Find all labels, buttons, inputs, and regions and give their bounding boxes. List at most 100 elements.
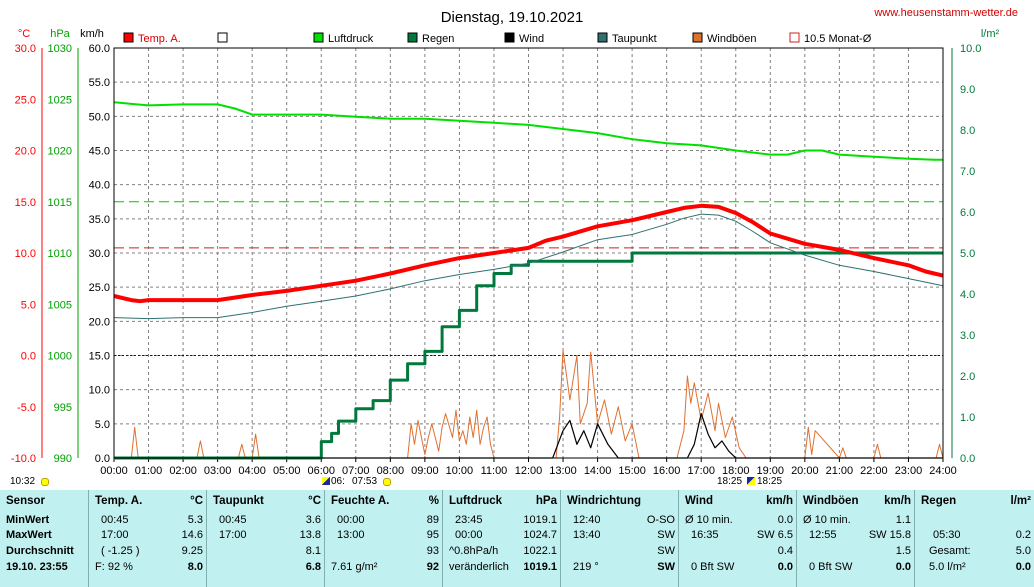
temp-axis-tick: 0.0 [21, 351, 36, 363]
min-time: 00:45 [219, 514, 247, 526]
pressure-axis-tick: 1025 [48, 94, 72, 106]
avg-value: 5.0 [1015, 545, 1031, 557]
dewpoint-line [113, 213, 944, 320]
row-label-current: 19.10. 23:55 [6, 561, 68, 573]
x-tick-label: 17:00 [687, 465, 715, 477]
avg-value: 0.4 [777, 545, 793, 557]
wind-axis-tick: 20.0 [89, 316, 110, 328]
row-label-max: MaxWert [6, 529, 52, 541]
avg-value: 93 [426, 545, 439, 557]
wind-axis-tick: 55.0 [89, 77, 110, 89]
avg-value: SW [657, 545, 675, 557]
legend-swatch [504, 32, 515, 43]
min-time: 23:45 [455, 514, 483, 526]
x-tick-label: 15:00 [618, 465, 646, 477]
max-time: 00:00 [455, 529, 483, 541]
current-value: 92 [426, 561, 439, 573]
current-note: 219 ° [573, 561, 599, 573]
legend-label: Luftdruck [328, 33, 374, 45]
temp-axis-tick: 25.0 [15, 94, 36, 106]
legend-label: Taupunkt [612, 33, 657, 45]
col-humidity: Feuchte A.% 00:00 89 13:00 95 93 7.61 g/m²… [324, 490, 443, 587]
temp-axis-tick: 10.0 [15, 248, 36, 260]
pressure-line [113, 101, 943, 161]
col-temp: Temp. A. °C 00:45 5.3 17:00 14.6 ( -1.25 ) 9… [88, 490, 207, 587]
temp-axis-tick: 30.0 [15, 43, 36, 55]
col-header: Luftdruck [449, 495, 503, 507]
wind-axis-tick: 60.0 [89, 43, 110, 55]
min-value: O-SO [646, 514, 675, 526]
col-header: Wind [685, 495, 713, 507]
avg-value: 9.25 [181, 545, 203, 557]
current-value: 0.0 [777, 561, 793, 573]
min-time: Ø 10 min. [685, 514, 733, 526]
row-label-avg: Durchschnitt [6, 545, 74, 557]
x-tick-label: 19:00 [757, 465, 785, 477]
sunrise-time-label: 07:53 [352, 476, 378, 487]
temperature-line [113, 203, 944, 304]
website-label: www.heusenstamm-wetter.de [873, 7, 1018, 19]
rain-axis-tick: 7.0 [960, 166, 975, 178]
x-tick-label: 11:00 [481, 465, 508, 477]
x-tick-label: 10:00 [446, 465, 474, 477]
x-tick-label: 08:00 [377, 465, 405, 477]
temp-axis-tick: 20.0 [15, 146, 36, 158]
col-header: Windböen [803, 495, 859, 507]
max-value: SW [657, 529, 675, 541]
x-tick-label: 14:00 [584, 465, 612, 477]
x-tick-label: 03:00 [204, 465, 232, 477]
pressure-axis-tick: 1030 [48, 43, 72, 55]
col-unit: °C [190, 495, 203, 507]
pressure-axis-tick: 1010 [48, 248, 72, 260]
max-value: 0.2 [1015, 529, 1031, 541]
current-value: SW [657, 561, 675, 573]
x-tick-label: 02:00 [169, 465, 197, 477]
pressure-axis-tick: 995 [54, 402, 72, 414]
current-value: 8.0 [187, 561, 203, 573]
max-time: 17:00 [101, 529, 129, 541]
temp-axis-tick: 15.0 [15, 197, 36, 209]
pressure-axis-tick: 1020 [48, 146, 72, 158]
sunrise-icon [322, 477, 330, 485]
avg-note: ( -1.25 ) [101, 545, 140, 557]
col-unit: % [428, 495, 439, 507]
min-value: 3.6 [305, 514, 321, 526]
rain-axis-tick: 3.0 [960, 330, 975, 342]
col-sensor: Sensor MinWert MaxWert Durchschnitt 19.1… [0, 490, 88, 587]
legend-label: Windböen [707, 33, 757, 45]
chart-title: Dienstag, 19.10.2021 [441, 9, 584, 26]
max-value: 95 [426, 529, 439, 541]
pressure-axis-tick: 1005 [48, 299, 72, 311]
col-unit: °C [308, 495, 321, 507]
rain-axis-tick: 6.0 [960, 207, 975, 219]
min-time: Ø 10 min. [803, 514, 851, 526]
col-unit: km/h [884, 495, 911, 507]
wind-axis-tick: 10.0 [89, 385, 110, 397]
rain-axis-tick: 4.0 [960, 289, 975, 301]
x-tick-label: 18:00 [722, 465, 750, 477]
avg-value: 8.1 [305, 545, 321, 557]
legend-label: Regen [422, 33, 454, 45]
x-tick-label: 21:00 [826, 465, 854, 477]
legend-swatch [217, 32, 228, 43]
min-value: 1.1 [895, 514, 911, 526]
min-value: 1019.1 [523, 514, 557, 526]
wind-axis-tick: 15.0 [89, 351, 110, 363]
current-note: 5.0 l/m² [929, 561, 966, 573]
legend-swatch [692, 32, 703, 43]
current-note: 0 Bft SW [691, 561, 735, 573]
wind-axis-tick: 40.0 [89, 180, 110, 192]
x-tick-label: 16:00 [653, 465, 681, 477]
max-time: 16:35 [691, 529, 719, 541]
row-label-min: MinWert [6, 514, 50, 526]
rain-axis-tick: 0.0 [960, 453, 975, 465]
current-value: 0.0 [895, 561, 911, 573]
max-time: 05:30 [933, 529, 961, 541]
rain-axis-unit: l/m² [981, 28, 1000, 40]
x-tick-label: 04:00 [238, 465, 266, 477]
rain-axis-tick: 10.0 [960, 43, 981, 55]
legend-swatch [407, 32, 418, 43]
col-gusts: Windböen km/h Ø 10 min. 1.1 12:55 SW 15.8 1… [796, 490, 915, 587]
current-note: 7.61 g/m² [331, 561, 378, 573]
min-time: 00:45 [101, 514, 129, 526]
